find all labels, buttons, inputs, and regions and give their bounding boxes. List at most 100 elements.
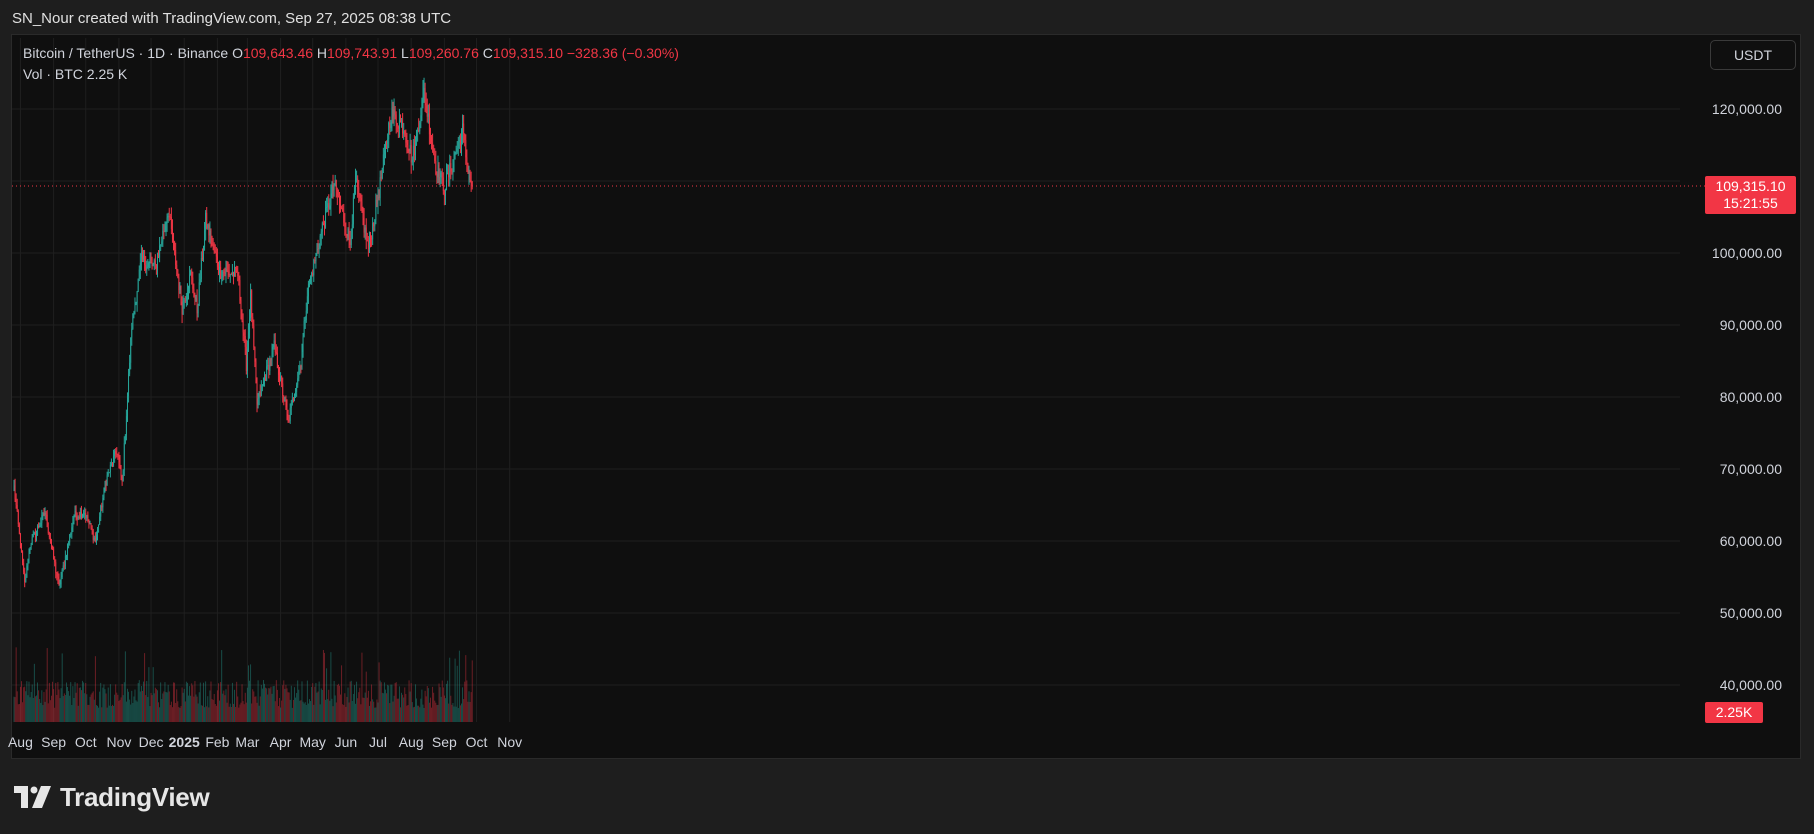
volume-bar: [33, 663, 35, 722]
volume-bar: [382, 693, 384, 722]
candle-body: [330, 193, 332, 206]
candle-body: [97, 527, 98, 535]
volume-bar: [86, 694, 88, 722]
volume-bar: [22, 702, 24, 722]
candle-body: [21, 548, 22, 552]
candle-body: [403, 131, 405, 134]
candle-body: [225, 269, 227, 275]
volume-bar: [16, 691, 18, 722]
volume-bar: [363, 697, 365, 722]
volume-bar: [46, 648, 48, 722]
volume-bar: [106, 707, 108, 722]
volume-bar: [223, 690, 225, 722]
tradingview-logo[interactable]: TradingView: [14, 780, 210, 814]
volume-bar: [234, 689, 235, 722]
candle-body: [227, 270, 229, 272]
candle-body: [139, 262, 141, 270]
candle-body: [112, 463, 113, 465]
candle-body: [410, 145, 412, 163]
volume-bar: [124, 651, 126, 722]
volume-bar: [109, 684, 111, 722]
volume-bar: [332, 706, 334, 722]
candle-body: [123, 443, 125, 471]
volume-bar: [311, 686, 313, 722]
candle-body: [297, 378, 299, 385]
candle-body: [365, 227, 367, 241]
volume-bar: [296, 693, 298, 722]
candle-body: [157, 256, 158, 269]
volume-bar: [161, 699, 163, 722]
volume-bar: [158, 702, 159, 722]
candle-body: [161, 241, 163, 245]
candle-body: [15, 498, 17, 506]
volume-bar: [152, 667, 154, 722]
volume-bar: [112, 704, 113, 722]
volume-bar: [430, 697, 431, 722]
volume-bar: [100, 682, 102, 722]
candle-body: [266, 366, 268, 381]
y-tick-label: 70,000.00: [1720, 461, 1782, 477]
candle-body: [269, 358, 271, 371]
volume-bar: [245, 702, 247, 722]
currency-button[interactable]: USDT: [1710, 40, 1796, 70]
volume-bar: [292, 699, 294, 722]
volume-bar: [238, 707, 240, 722]
candle-body: [30, 545, 32, 548]
candle-body: [174, 241, 176, 250]
volume-bar: [440, 696, 442, 722]
volume-bar: [298, 689, 300, 722]
volume-bar: [94, 656, 96, 722]
candle-body: [256, 382, 258, 405]
candle-body: [461, 132, 462, 146]
volume-label[interactable]: Vol · BTC: [23, 66, 83, 82]
candle-body: [166, 217, 168, 224]
candle-body: [302, 336, 304, 352]
candle-body: [254, 347, 256, 362]
candle-body: [400, 120, 401, 123]
volume-bar: [214, 703, 216, 722]
volume-bar: [166, 692, 168, 722]
candle-body: [409, 145, 411, 152]
candle-body: [82, 515, 83, 519]
candle-body: [38, 526, 40, 528]
candle-body: [371, 238, 373, 240]
volume-bar: [119, 699, 121, 722]
candle-body: [307, 283, 309, 297]
bar-countdown: 15:21:55: [1723, 195, 1778, 211]
candle-body: [331, 185, 333, 194]
volume-bar: [456, 665, 458, 722]
candle-body: [122, 470, 124, 482]
volume-bar: [391, 684, 393, 722]
candle-body: [283, 396, 285, 402]
candle-body: [375, 199, 377, 220]
candle-body: [75, 510, 77, 516]
volume-bar: [131, 690, 133, 722]
volume-bar: [325, 699, 326, 722]
volume-bar: [282, 685, 284, 722]
volume-bar: [243, 704, 245, 722]
volume-bar: [288, 692, 290, 722]
candle-body: [471, 181, 473, 186]
volume-value: 2.25 K: [86, 66, 128, 82]
volume-bar: [312, 683, 314, 722]
candle-body: [448, 173, 450, 178]
volume-bar: [466, 680, 468, 722]
volume-bar: [375, 707, 377, 722]
volume-bar: [195, 694, 197, 722]
volume-bar: [58, 689, 60, 722]
volume-bar: [422, 704, 424, 722]
candle-body: [153, 260, 155, 264]
candle-body: [59, 584, 61, 586]
volume-bar: [443, 695, 445, 722]
candle-body: [453, 155, 455, 164]
volume-bar: [255, 696, 257, 722]
volume-bar: [388, 685, 390, 722]
volume-bar: [225, 689, 227, 722]
candle-body: [292, 398, 294, 401]
candle-body: [192, 277, 194, 289]
candle-body: [222, 271, 224, 278]
volume-bar: [408, 680, 410, 722]
symbol-name[interactable]: Bitcoin / TetherUS · 1D · Binance: [23, 45, 229, 61]
candle-body: [169, 216, 171, 218]
